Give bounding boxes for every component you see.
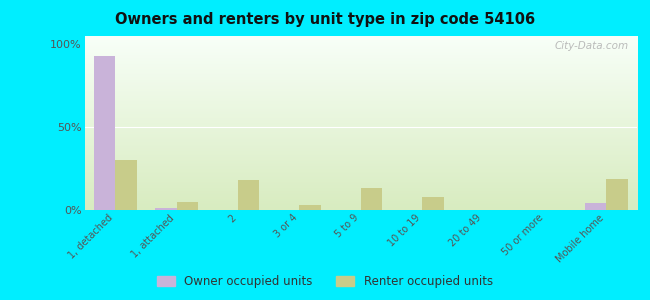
Bar <box>155 208 177 210</box>
Bar <box>606 178 628 210</box>
Bar <box>238 180 259 210</box>
Bar <box>585 203 606 210</box>
Bar <box>94 56 115 210</box>
Bar <box>300 205 321 210</box>
Legend: Owner occupied units, Renter occupied units: Owner occupied units, Renter occupied un… <box>157 275 493 288</box>
Text: City-Data.com: City-Data.com <box>554 41 629 51</box>
Bar <box>422 197 443 210</box>
Bar <box>115 160 136 210</box>
Text: Owners and renters by unit type in zip code 54106: Owners and renters by unit type in zip c… <box>115 12 535 27</box>
Bar <box>361 188 382 210</box>
Bar <box>177 202 198 210</box>
